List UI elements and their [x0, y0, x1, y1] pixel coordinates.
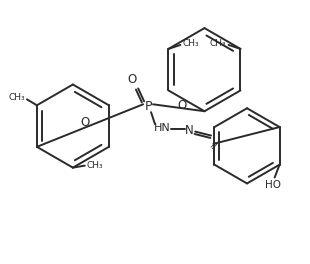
Text: HO: HO [265, 181, 281, 191]
Text: P: P [144, 100, 152, 113]
Text: CH₃: CH₃ [87, 161, 103, 170]
Text: CH₃: CH₃ [8, 93, 25, 102]
Text: O: O [178, 99, 187, 112]
Text: CH₃: CH₃ [210, 39, 227, 48]
Text: O: O [80, 116, 89, 129]
Text: HN: HN [153, 123, 170, 133]
Text: O: O [128, 73, 137, 86]
Text: =: = [207, 138, 221, 152]
Text: CH₃: CH₃ [182, 39, 199, 48]
Text: N: N [185, 124, 194, 136]
